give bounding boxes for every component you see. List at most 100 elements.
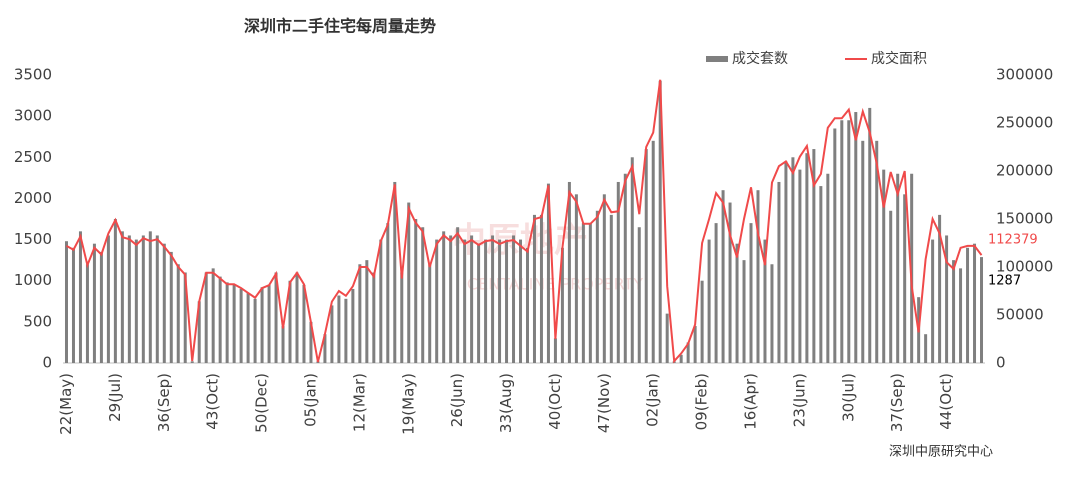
bar xyxy=(64,241,68,363)
bar xyxy=(386,223,390,363)
x-tick-label: 12(Mar) xyxy=(350,373,368,432)
bar xyxy=(232,284,236,363)
x-tick-label: 05(Jan) xyxy=(301,373,319,427)
x-tick-label: 09(Feb) xyxy=(693,373,711,430)
bar xyxy=(239,288,243,363)
bar xyxy=(602,194,606,363)
bar xyxy=(470,235,474,363)
bar xyxy=(973,243,977,363)
y-tick-label: 3500 xyxy=(14,66,52,84)
bar xyxy=(588,223,592,363)
bar xyxy=(505,239,509,363)
bar xyxy=(484,239,488,363)
x-tick-label: 26(Jun) xyxy=(448,373,466,427)
bar xyxy=(749,223,753,363)
bar xyxy=(491,235,495,363)
bar xyxy=(826,173,830,363)
bar xyxy=(931,239,935,363)
bar xyxy=(449,235,453,363)
bar xyxy=(574,194,578,363)
bar xyxy=(686,342,690,363)
bar xyxy=(127,235,131,363)
bar xyxy=(372,272,376,363)
bar xyxy=(805,153,809,363)
bar xyxy=(539,214,543,363)
x-tick-label: 29(Jul) xyxy=(106,373,124,422)
bar xyxy=(763,239,767,363)
bar xyxy=(456,227,460,363)
bar xyxy=(253,298,257,363)
x-tick-label: 36(Sep) xyxy=(155,373,173,432)
bar xyxy=(323,334,327,363)
bar xyxy=(854,112,858,364)
bar xyxy=(400,272,404,363)
bar xyxy=(309,321,313,363)
bar xyxy=(889,210,893,363)
bar xyxy=(211,268,215,363)
bar xyxy=(519,239,523,363)
bar xyxy=(840,120,844,363)
line xyxy=(66,79,983,364)
bar xyxy=(106,235,110,363)
x-tick-label: 19(May) xyxy=(399,373,417,435)
bar xyxy=(637,227,641,363)
bar xyxy=(512,235,516,363)
bar xyxy=(477,243,481,363)
bar xyxy=(281,325,285,363)
bar xyxy=(204,272,208,363)
x-tick-label: 43(Oct) xyxy=(204,373,222,430)
x-tick-label: 23(Jun) xyxy=(790,373,808,427)
bar xyxy=(428,264,432,363)
bar xyxy=(609,214,613,363)
bar xyxy=(553,338,557,363)
bar xyxy=(938,214,942,363)
bar xyxy=(581,223,585,363)
y-tick-label: 1000 xyxy=(14,271,52,289)
legend-label: 成交面积 xyxy=(871,50,927,67)
y2-tick-label: 100000 xyxy=(996,258,1053,276)
bar xyxy=(302,284,306,363)
source: 深圳中原研究中心 xyxy=(889,445,993,460)
bar xyxy=(721,190,725,363)
bar xyxy=(847,120,851,363)
bar xyxy=(330,305,334,363)
bar xyxy=(197,301,201,363)
bar xyxy=(966,247,970,363)
bar xyxy=(644,149,648,363)
x-tick-label: 47(Nov) xyxy=(595,373,613,433)
bar xyxy=(358,264,362,363)
bar xyxy=(113,219,117,363)
bar xyxy=(337,295,341,363)
bar xyxy=(463,239,467,363)
bar xyxy=(393,181,397,363)
bar xyxy=(784,161,788,363)
bar xyxy=(693,325,697,363)
bar xyxy=(616,181,620,363)
bar xyxy=(71,247,75,363)
y2-tick-label: 0 xyxy=(996,354,1006,372)
x-tick-label: 33(Aug) xyxy=(497,373,515,433)
bar xyxy=(882,169,886,363)
bar xyxy=(910,173,914,363)
bar xyxy=(777,181,781,363)
x-tick-label: 50(Dec) xyxy=(253,373,271,433)
bar xyxy=(267,284,271,363)
bar xyxy=(756,190,760,363)
bar xyxy=(903,194,907,363)
y-tick-label: 500 xyxy=(23,312,52,330)
bar xyxy=(218,276,222,363)
bar xyxy=(190,361,194,363)
bar xyxy=(92,243,96,363)
bar xyxy=(896,173,900,363)
bar xyxy=(665,313,669,363)
bar xyxy=(945,235,949,363)
bar xyxy=(546,183,550,363)
bar xyxy=(560,247,564,363)
bar xyxy=(162,243,166,363)
data-label: 1287 xyxy=(988,274,1021,289)
bar xyxy=(679,354,683,363)
bar xyxy=(742,260,746,363)
chart-title: 深圳市二手住宅每周量走势 xyxy=(244,17,436,36)
bar xyxy=(99,251,103,363)
